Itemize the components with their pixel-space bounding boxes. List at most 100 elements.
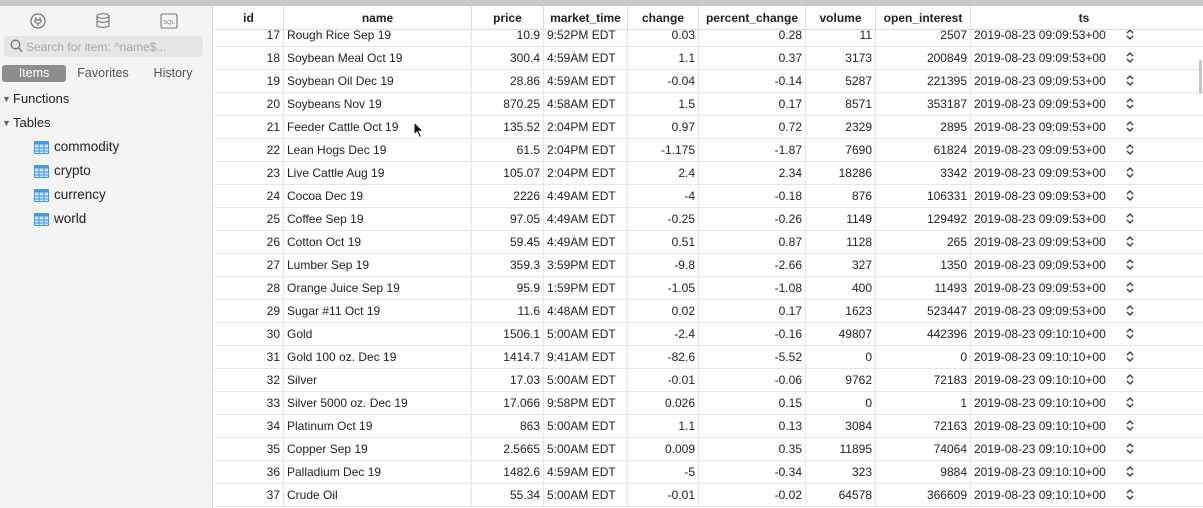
cell-volume[interactable]: 0 [806, 346, 876, 369]
cell-change[interactable]: -0.01 [628, 369, 699, 392]
cell-name[interactable]: Live Cattle Aug 19 [284, 162, 472, 185]
cell-market-time[interactable]: 5:00AM EDT [544, 415, 628, 438]
row-stepper-icon[interactable] [1125, 74, 1135, 88]
cell-volume[interactable]: 7690 [806, 139, 876, 162]
cell-volume[interactable]: 64578 [806, 484, 876, 507]
table-row[interactable]: 26 Cotton Oct 19 59.45 4:49AM EDT 0.51 0.87 11… [214, 231, 1203, 254]
cell-market-time[interactable]: 9:58PM EDT [544, 392, 628, 415]
tab-items[interactable]: Items [2, 65, 66, 82]
table-row[interactable]: 21 Feeder Cattle Oct 19 135.52 2:04PM EDT 0.… [214, 116, 1203, 139]
cell-open-interest[interactable]: 221395 [876, 70, 971, 93]
cell-change[interactable]: 0.02 [628, 300, 699, 323]
cell-percent-change[interactable]: -0.18 [699, 185, 806, 208]
cell-volume[interactable]: 5287 [806, 70, 876, 93]
cell-name[interactable]: Soybean Oil Dec 19 [284, 70, 472, 93]
cell-percent-change[interactable]: -0.14 [699, 70, 806, 93]
table-row[interactable]: 36 Palladium Dec 19 1482.6 4:59AM EDT -5 -0.3… [214, 461, 1203, 484]
cell-ts[interactable]: 2019-08-23 09:09:53+00 [974, 189, 1106, 203]
cell-open-interest[interactable]: 106331 [876, 185, 971, 208]
disclosure-triangle-icon[interactable]: ▼ [2, 94, 11, 104]
cell-ts[interactable]: 2019-08-23 09:09:53+00 [974, 28, 1106, 42]
cell-volume[interactable]: 3173 [806, 47, 876, 70]
cell-percent-change[interactable]: 0.87 [699, 231, 806, 254]
cell-open-interest[interactable]: 265 [876, 231, 971, 254]
cell-change[interactable]: -82.6 [628, 346, 699, 369]
cell-ts[interactable]: 2019-08-23 09:10:10+00 [974, 488, 1106, 502]
cell-ts[interactable]: 2019-08-23 09:09:53+00 [974, 235, 1106, 249]
cell-price[interactable]: 97.05 [472, 208, 544, 231]
cell-change[interactable]: -0.04 [628, 70, 699, 93]
cell-ts[interactable]: 2019-08-23 09:10:10+00 [974, 442, 1106, 456]
cell-ts[interactable]: 2019-08-23 09:09:53+00 [974, 143, 1106, 157]
column-header-market-time[interactable]: market_time [544, 6, 628, 30]
cell-id[interactable]: 29 [214, 300, 284, 323]
cell-volume[interactable]: 2329 [806, 116, 876, 139]
row-stepper-icon[interactable] [1125, 212, 1135, 226]
table-row[interactable]: 19 Soybean Oil Dec 19 28.86 4:59AM EDT -0.04… [214, 70, 1203, 93]
row-stepper-icon[interactable] [1125, 488, 1135, 502]
cell-ts[interactable]: 2019-08-23 09:10:10+00 [974, 396, 1106, 410]
tab-history[interactable]: History [153, 66, 193, 80]
cell-id[interactable]: 19 [214, 70, 284, 93]
column-header-price[interactable]: price [472, 6, 544, 30]
table-row[interactable]: 20 Soybeans Nov 19 870.25 4:58AM EDT 1.5 0.17… [214, 93, 1203, 116]
cell-id[interactable]: 35 [214, 438, 284, 461]
vertical-scrollbar[interactable] [1199, 60, 1202, 94]
cell-price[interactable]: 135.52 [472, 116, 544, 139]
cell-volume[interactable]: 327 [806, 254, 876, 277]
cell-name[interactable]: Silver [284, 369, 472, 392]
database-icon[interactable] [93, 12, 113, 30]
cell-volume[interactable]: 400 [806, 277, 876, 300]
cell-change[interactable]: 1.1 [628, 415, 699, 438]
cell-name[interactable]: Soybean Meal Oct 19 [284, 47, 472, 70]
cell-id[interactable]: 20 [214, 93, 284, 116]
table-row[interactable]: 27 Lumber Sep 19 359.3 3:59PM EDT -9.8 -2.66 3… [214, 254, 1203, 277]
row-stepper-icon[interactable] [1125, 304, 1135, 318]
cell-percent-change[interactable]: 2.34 [699, 162, 806, 185]
cell-open-interest[interactable]: 353187 [876, 93, 971, 116]
cell-name[interactable]: Crude Oil [284, 484, 472, 507]
search-field[interactable] [4, 36, 203, 57]
cell-price[interactable]: 61.5 [472, 139, 544, 162]
cell-price[interactable]: 17.03 [472, 369, 544, 392]
cell-market-time[interactable]: 4:59AM EDT [544, 47, 628, 70]
cell-percent-change[interactable]: 0.15 [699, 392, 806, 415]
cell-percent-change[interactable]: 0.72 [699, 116, 806, 139]
cell-volume[interactable]: 11 [806, 24, 876, 47]
cell-market-time[interactable]: 3:59PM EDT [544, 254, 628, 277]
cell-open-interest[interactable]: 1350 [876, 254, 971, 277]
cell-percent-change[interactable]: -2.66 [699, 254, 806, 277]
cell-percent-change[interactable]: 0.13 [699, 415, 806, 438]
cell-percent-change[interactable]: -0.06 [699, 369, 806, 392]
cell-price[interactable]: 105.07 [472, 162, 544, 185]
cell-ts[interactable]: 2019-08-23 09:09:53+00 [974, 212, 1106, 226]
table-row[interactable]: 30 Gold 1506.1 5:00AM EDT -2.4 -0.16 49807 4423… [214, 323, 1203, 346]
row-stepper-icon[interactable] [1125, 97, 1135, 111]
cell-open-interest[interactable]: 0 [876, 346, 971, 369]
table-row[interactable]: 18 Soybean Meal Oct 19 300.4 4:59AM EDT 1.1 0… [214, 47, 1203, 70]
cell-id[interactable]: 18 [214, 47, 284, 70]
cell-price[interactable]: 359.3 [472, 254, 544, 277]
cell-open-interest[interactable]: 9884 [876, 461, 971, 484]
cell-ts[interactable]: 2019-08-23 09:10:10+00 [974, 373, 1106, 387]
cell-change[interactable]: -9.8 [628, 254, 699, 277]
connection-icon[interactable] [28, 12, 48, 30]
cell-id[interactable]: 27 [214, 254, 284, 277]
cell-id[interactable]: 22 [214, 139, 284, 162]
table-row[interactable]: 34 Platinum Oct 19 863 5:00AM EDT 1.1 0.13 308… [214, 415, 1203, 438]
cell-open-interest[interactable]: 200849 [876, 47, 971, 70]
cell-name[interactable]: Sugar #11 Oct 19 [284, 300, 472, 323]
cell-ts[interactable]: 2019-08-23 09:10:10+00 [974, 327, 1106, 341]
cell-name[interactable]: Coffee Sep 19 [284, 208, 472, 231]
row-stepper-icon[interactable] [1125, 189, 1135, 203]
cell-ts[interactable]: 2019-08-23 09:09:53+00 [974, 97, 1106, 111]
cell-ts[interactable]: 2019-08-23 09:10:10+00 [974, 465, 1106, 479]
cell-open-interest[interactable]: 129492 [876, 208, 971, 231]
cell-price[interactable]: 2.5665 [472, 438, 544, 461]
cell-change[interactable]: -0.25 [628, 208, 699, 231]
row-stepper-icon[interactable] [1125, 143, 1135, 157]
cell-open-interest[interactable]: 3342 [876, 162, 971, 185]
table-row[interactable]: 29 Sugar #11 Oct 19 11.6 4:48AM EDT 0.02 0.17… [214, 300, 1203, 323]
row-stepper-icon[interactable] [1125, 258, 1135, 272]
column-header-id[interactable]: id [214, 6, 284, 30]
